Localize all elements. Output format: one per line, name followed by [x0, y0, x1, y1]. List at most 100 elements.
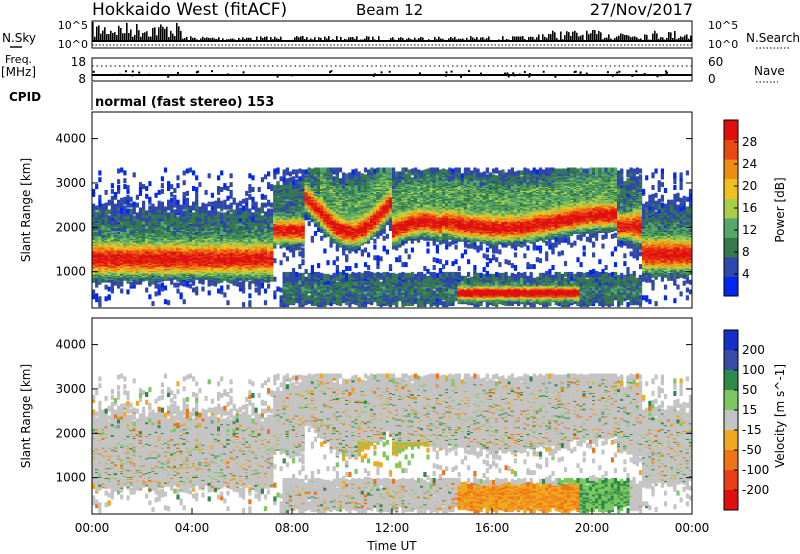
- power-cell: [126, 195, 129, 200]
- power-cell: [123, 197, 126, 202]
- power-cell: [223, 183, 226, 188]
- power-cell: [108, 294, 111, 299]
- freq-dot: [389, 71, 391, 73]
- freq-dot: [660, 74, 662, 76]
- power-cell: [145, 210, 148, 215]
- power-cell: [148, 294, 151, 299]
- noise-bar: [654, 31, 656, 41]
- power-cell: [117, 200, 120, 205]
- power-cell: [98, 177, 101, 182]
- noise-bar: [104, 27, 106, 41]
- freq-dot: [513, 74, 515, 76]
- power-cell: [95, 184, 98, 189]
- freq-dot: [666, 72, 668, 74]
- power-cell: [217, 211, 220, 216]
- power-cell: [226, 196, 229, 201]
- noise-bar: [144, 32, 146, 41]
- power-cell: [176, 183, 179, 188]
- power-cell: [192, 170, 195, 175]
- power-cell: [192, 212, 195, 217]
- power-cell: [164, 207, 167, 212]
- noise-bar: [600, 32, 602, 41]
- power-cell: [195, 187, 198, 192]
- freq-dot: [574, 71, 576, 73]
- power-cell: [173, 209, 176, 214]
- power-cell: [208, 210, 211, 215]
- power-cell: [120, 198, 123, 203]
- power-cell: [201, 287, 204, 292]
- power-cell: [120, 168, 123, 173]
- power-cell: [123, 170, 126, 175]
- power-cell: [133, 202, 136, 207]
- noise-bar: [656, 33, 658, 41]
- power-cell: [186, 208, 189, 213]
- power-cell: [117, 169, 120, 174]
- noise-bar: [170, 31, 172, 41]
- freq-dot: [618, 71, 620, 73]
- noise-sky-bars: [92, 22, 692, 41]
- power-cell: [226, 210, 229, 215]
- power-cell: [167, 200, 170, 205]
- freq-dot: [506, 72, 508, 74]
- freq-left-tick-low: 8: [78, 72, 86, 86]
- power-cell: [217, 198, 220, 203]
- freq-dot: [580, 71, 582, 73]
- noise-right-label: N.Search: [746, 31, 800, 45]
- power-cell: [214, 201, 217, 206]
- power-cell: [198, 182, 201, 187]
- power-cell: [161, 183, 164, 188]
- power-cell: [170, 184, 173, 189]
- freq-dot: [579, 74, 581, 76]
- power-cell: [205, 190, 208, 195]
- freq-dot: [277, 76, 279, 78]
- noise-bar: [110, 31, 112, 41]
- power-cell: [136, 195, 139, 200]
- freq-dot: [419, 72, 421, 74]
- noise-bar: [550, 34, 552, 41]
- beam-title: Beam 12: [356, 1, 423, 19]
- freq-dot: [227, 73, 229, 75]
- freq-dot: [295, 74, 297, 76]
- freq-dot: [508, 75, 510, 77]
- power-cell: [164, 299, 167, 304]
- noise-bar: [106, 34, 108, 41]
- power-cell: [183, 180, 186, 185]
- freq-dot: [616, 72, 618, 74]
- power-cell: [189, 206, 192, 211]
- noise-panel: N.Sky 10^5 10^0 10^5 10^0 N.Search: [2, 19, 800, 51]
- noise-bar: [668, 32, 670, 41]
- power-cell: [151, 280, 154, 285]
- power-cell: [226, 205, 229, 210]
- freq-dot: [528, 75, 530, 77]
- power-cell: [233, 209, 236, 214]
- noise-bar: [572, 32, 574, 41]
- freq-dot: [243, 71, 245, 73]
- power-cell: [170, 192, 173, 197]
- noise-bar: [586, 31, 588, 41]
- power-cell: [158, 190, 161, 195]
- power-cell: [192, 202, 195, 207]
- power-cell: [161, 221, 164, 226]
- power-cell: [164, 286, 167, 291]
- freq-right-label: Nave: [754, 64, 785, 78]
- noise-bar: [118, 26, 120, 41]
- power-cell: [133, 172, 136, 177]
- power-cell: [145, 194, 148, 199]
- power-cell: [105, 285, 108, 290]
- noise-bar: [152, 28, 154, 41]
- noise-bar: [98, 25, 100, 41]
- power-cell: [205, 204, 208, 209]
- power-cell: [158, 201, 161, 206]
- power-cell: [161, 283, 164, 288]
- power-cell: [126, 209, 129, 214]
- power-cell: [117, 185, 120, 190]
- power-cell: [192, 288, 195, 293]
- freq-dot: [460, 76, 462, 78]
- noise-bar: [128, 33, 130, 41]
- noise-bar: [136, 24, 138, 41]
- power-cell: [195, 192, 198, 197]
- power-cell: [230, 190, 233, 195]
- power-cell: [98, 296, 101, 301]
- noise-bar: [124, 33, 126, 41]
